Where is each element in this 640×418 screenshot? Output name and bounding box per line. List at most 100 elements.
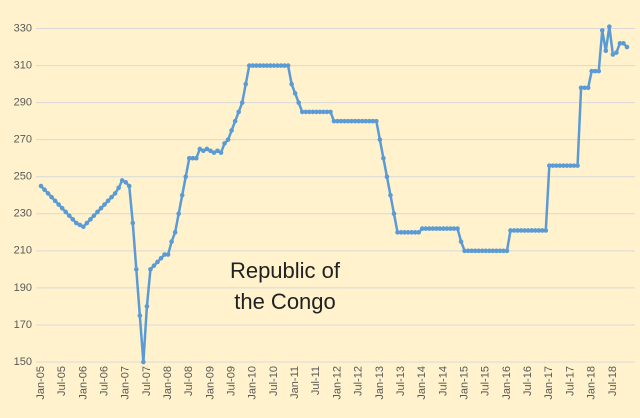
marker [155, 259, 160, 265]
marker [402, 230, 407, 235]
marker [405, 230, 411, 235]
x-tick-label: Jul-11 [310, 366, 322, 395]
marker [296, 100, 301, 105]
marker [45, 191, 51, 196]
marker [550, 163, 556, 168]
marker [289, 81, 294, 87]
marker [596, 68, 602, 74]
marker [264, 63, 270, 68]
x-tick-label: Jul-10 [268, 366, 280, 396]
marker [194, 155, 199, 161]
marker [56, 202, 61, 207]
marker [335, 118, 340, 124]
marker [532, 228, 538, 233]
marker [314, 109, 319, 115]
marker [225, 137, 231, 142]
x-tick-label: Jan-05 [35, 366, 47, 400]
marker [585, 85, 591, 91]
marker [229, 128, 234, 133]
marker [571, 163, 577, 168]
marker [271, 63, 277, 68]
marker [437, 226, 443, 231]
marker [310, 109, 316, 115]
x-tick-label: Jul-08 [183, 366, 195, 396]
marker [458, 239, 464, 244]
marker [476, 248, 482, 254]
marker [123, 179, 129, 185]
marker [275, 63, 280, 68]
marker [176, 211, 181, 217]
marker [95, 209, 100, 215]
marker [547, 163, 552, 168]
marker [501, 248, 506, 254]
marker [384, 174, 390, 180]
marker [624, 44, 630, 50]
marker [211, 150, 217, 155]
marker [614, 50, 619, 55]
marker [462, 248, 467, 254]
marker [451, 226, 457, 231]
marker [282, 63, 287, 68]
marker [74, 220, 79, 226]
marker [483, 248, 489, 254]
marker [250, 63, 256, 68]
marker [448, 226, 453, 231]
x-tick-label: Jul-12 [353, 366, 365, 396]
marker [497, 248, 503, 254]
marker [148, 267, 153, 272]
annotation: Republic of [230, 258, 341, 283]
marker [423, 226, 429, 231]
marker [81, 224, 86, 230]
marker [575, 163, 580, 168]
marker [321, 109, 326, 115]
marker [232, 118, 238, 124]
y-tick-label: 190 [14, 282, 32, 294]
marker [398, 230, 404, 235]
marker [141, 359, 146, 365]
marker [172, 230, 178, 235]
marker [130, 220, 136, 226]
marker [469, 248, 474, 254]
y-tick-label: 330 [14, 22, 32, 34]
x-tick-label: Jan-12 [331, 366, 343, 400]
x-tick-label: Jan-17 [543, 366, 555, 400]
marker [536, 228, 542, 233]
marker [564, 163, 570, 168]
x-tick-label: Jul-05 [56, 366, 68, 396]
marker [151, 263, 157, 268]
marker [395, 230, 400, 235]
x-tick-label: Jan-11 [289, 366, 301, 399]
marker [557, 163, 563, 168]
marker [112, 191, 118, 196]
x-tick-label: Jul-15 [480, 366, 492, 396]
marker [208, 148, 213, 154]
x-tick-label: Jan-10 [247, 366, 259, 400]
marker [236, 109, 241, 115]
marker [381, 155, 386, 161]
x-tick-label: Jul-17 [564, 366, 576, 396]
marker [324, 109, 330, 115]
marker [222, 141, 227, 146]
marker [285, 63, 291, 68]
marker [42, 187, 47, 193]
marker [490, 248, 496, 254]
marker [303, 109, 309, 115]
marker [292, 91, 298, 96]
marker [603, 48, 609, 54]
marker [52, 198, 58, 204]
marker [331, 118, 337, 124]
marker [508, 228, 513, 233]
marker [578, 85, 584, 91]
y-tick-label: 310 [14, 59, 32, 71]
marker [416, 230, 422, 235]
marker [366, 118, 372, 124]
x-tick-label: Jan-07 [120, 366, 132, 400]
marker [299, 109, 305, 115]
marker [317, 109, 323, 115]
x-tick-label: Jul-07 [141, 366, 153, 396]
x-tick-label: Jul-16 [522, 366, 534, 396]
marker [257, 63, 263, 68]
y-tick-label: 290 [14, 97, 32, 109]
marker [179, 192, 185, 198]
